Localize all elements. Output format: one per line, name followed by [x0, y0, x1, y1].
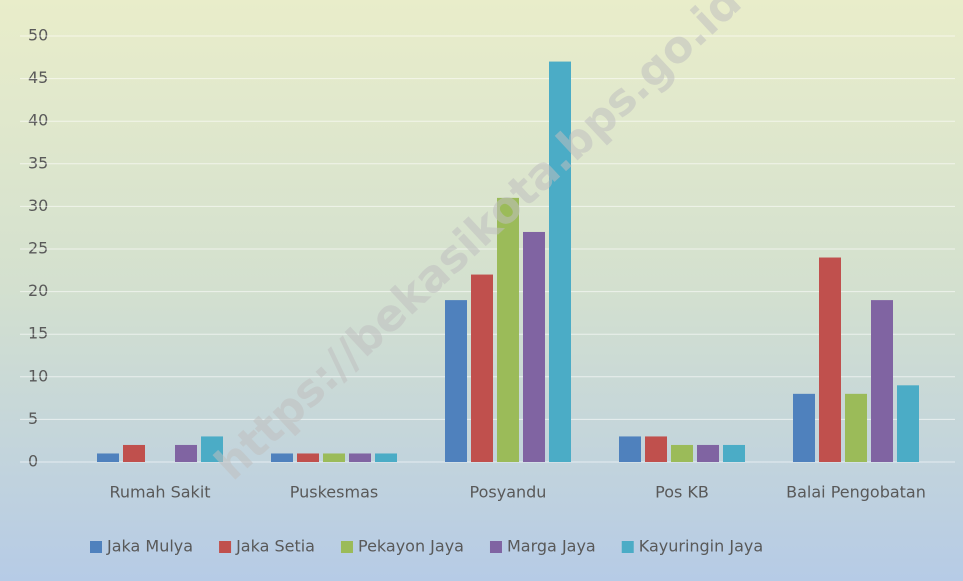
x-tick-label: Rumah Sakit	[109, 483, 210, 502]
legend-label: Jaka Mulya	[106, 537, 193, 556]
legend-label: Kayuringin Jaya	[639, 537, 763, 556]
x-tick-label: Pos KB	[655, 483, 709, 502]
bar	[723, 444, 745, 462]
bar	[445, 300, 467, 462]
legend-swatch	[90, 541, 102, 553]
y-tick-label: 50	[28, 26, 48, 45]
bar	[697, 444, 719, 462]
plot-area: 0 5 10 15 20 25 30 35 40 45 50 Rumah Sakit Puskesmas…	[20, 26, 955, 556]
y-tick-label: 15	[28, 324, 48, 343]
x-tick-label: Posyandu	[470, 483, 547, 502]
y-tick-label: 0	[28, 452, 38, 471]
y-tick-label: 40	[28, 111, 48, 130]
y-tick-label: 45	[28, 68, 48, 87]
x-tick-label: Puskesmas	[290, 483, 378, 502]
y-tick-label: 30	[28, 196, 48, 215]
bar	[871, 300, 893, 462]
bar	[819, 257, 841, 462]
y-tick-label: 20	[28, 281, 48, 300]
bar	[271, 453, 293, 462]
bar	[349, 453, 371, 462]
bar	[497, 197, 519, 462]
y-tick-label: 10	[28, 366, 48, 385]
bar	[549, 61, 571, 463]
legend-swatch	[621, 541, 634, 553]
bar	[471, 274, 493, 462]
legend-label: Pekayon Jaya	[358, 537, 464, 556]
bar	[123, 444, 145, 462]
bar	[323, 453, 345, 462]
bar	[297, 453, 319, 462]
bar	[645, 436, 667, 462]
y-tick-label: 5	[28, 409, 38, 428]
legend-swatch	[219, 541, 232, 553]
legend-swatch	[340, 541, 353, 553]
bar	[793, 393, 815, 462]
y-tick-label: 25	[28, 239, 48, 258]
bar	[619, 436, 641, 462]
bar	[523, 231, 545, 462]
bar	[375, 453, 397, 462]
legend-label: Marga Jaya	[507, 537, 596, 556]
bar	[671, 444, 693, 462]
bar	[845, 393, 867, 462]
bar	[175, 444, 197, 462]
bar	[897, 385, 919, 462]
bar	[97, 453, 119, 462]
x-tick-label: Balai Pengobatan	[786, 483, 926, 502]
y-tick-label: 35	[28, 153, 48, 172]
bar	[201, 436, 223, 462]
legend-label: Jaka Setia	[235, 537, 315, 556]
legend-swatch	[489, 541, 502, 553]
